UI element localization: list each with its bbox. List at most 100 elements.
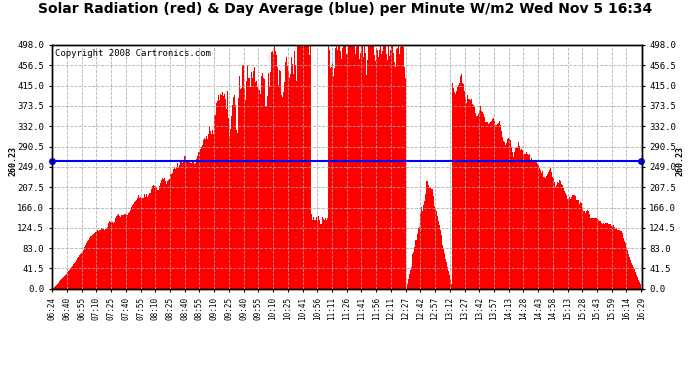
Bar (137, 198, 138, 289)
Bar (637, 278, 638, 289)
Bar (589, 214, 591, 289)
Bar (476, 116, 477, 289)
Bar (68, 271, 69, 289)
Bar (423, 205, 424, 289)
Bar (482, 112, 483, 289)
Bar (279, 70, 280, 289)
Bar (153, 185, 155, 289)
Bar (101, 228, 102, 289)
Bar (632, 265, 633, 289)
Bar (278, 86, 279, 289)
Bar (611, 226, 612, 289)
Bar (432, 189, 433, 289)
Bar (380, 45, 381, 289)
Bar (549, 170, 550, 289)
Bar (534, 160, 535, 289)
Bar (81, 252, 83, 289)
Bar (329, 50, 331, 289)
Bar (235, 119, 237, 289)
Bar (132, 205, 133, 289)
Bar (574, 195, 575, 289)
Bar (635, 272, 636, 289)
Bar (340, 51, 341, 289)
Bar (437, 221, 439, 289)
Bar (193, 160, 194, 289)
Bar (360, 53, 362, 289)
Bar (618, 230, 620, 289)
Bar (73, 264, 74, 289)
Text: Solar Radiation (red) & Day Average (blue) per Minute W/m2 Wed Nov 5 16:34: Solar Radiation (red) & Day Average (blu… (38, 2, 652, 16)
Bar (478, 114, 480, 289)
Bar (602, 224, 603, 289)
Bar (613, 227, 615, 289)
Bar (447, 267, 448, 289)
Bar (270, 72, 271, 289)
Bar (545, 178, 546, 289)
Bar (640, 285, 641, 289)
Bar (179, 165, 180, 289)
Bar (322, 219, 324, 289)
Bar (542, 171, 543, 289)
Bar (139, 198, 140, 289)
Bar (252, 78, 253, 289)
Bar (327, 217, 328, 289)
Bar (456, 90, 457, 289)
Bar (245, 100, 246, 289)
Bar (552, 177, 553, 289)
Bar (196, 159, 197, 289)
Bar (255, 82, 256, 289)
Bar (309, 56, 310, 289)
Bar (625, 243, 627, 289)
Bar (162, 178, 163, 289)
Bar (151, 189, 152, 289)
Bar (286, 57, 287, 289)
Bar (580, 202, 581, 289)
Bar (426, 182, 427, 289)
Bar (181, 160, 182, 289)
Bar (416, 240, 417, 289)
Bar (405, 78, 406, 289)
Bar (374, 55, 375, 289)
Bar (55, 286, 56, 289)
Bar (388, 45, 389, 289)
Bar (93, 234, 95, 289)
Bar (314, 220, 315, 289)
Bar (208, 134, 209, 289)
Bar (201, 144, 203, 289)
Bar (292, 64, 293, 289)
Bar (406, 284, 408, 289)
Bar (428, 184, 429, 289)
Bar (570, 199, 571, 289)
Bar (112, 223, 114, 289)
Bar (500, 125, 502, 289)
Bar (511, 147, 512, 289)
Bar (536, 161, 538, 289)
Bar (617, 230, 618, 289)
Bar (348, 45, 350, 289)
Bar (131, 207, 132, 289)
Bar (328, 45, 329, 289)
Bar (346, 53, 348, 289)
Bar (117, 212, 119, 289)
Bar (264, 93, 266, 289)
Bar (606, 223, 607, 289)
Bar (282, 97, 283, 289)
Bar (397, 48, 398, 289)
Bar (217, 101, 218, 289)
Bar (199, 148, 201, 289)
Bar (551, 172, 552, 289)
Bar (85, 245, 86, 289)
Bar (495, 125, 497, 289)
Bar (134, 202, 135, 289)
Bar (219, 100, 220, 289)
Bar (295, 65, 297, 289)
Bar (381, 54, 382, 289)
Bar (529, 158, 531, 289)
Bar (230, 116, 232, 289)
Bar (569, 197, 570, 289)
Bar (607, 224, 608, 289)
Bar (493, 118, 494, 289)
Bar (523, 154, 524, 289)
Bar (351, 45, 352, 289)
Bar (285, 62, 286, 289)
